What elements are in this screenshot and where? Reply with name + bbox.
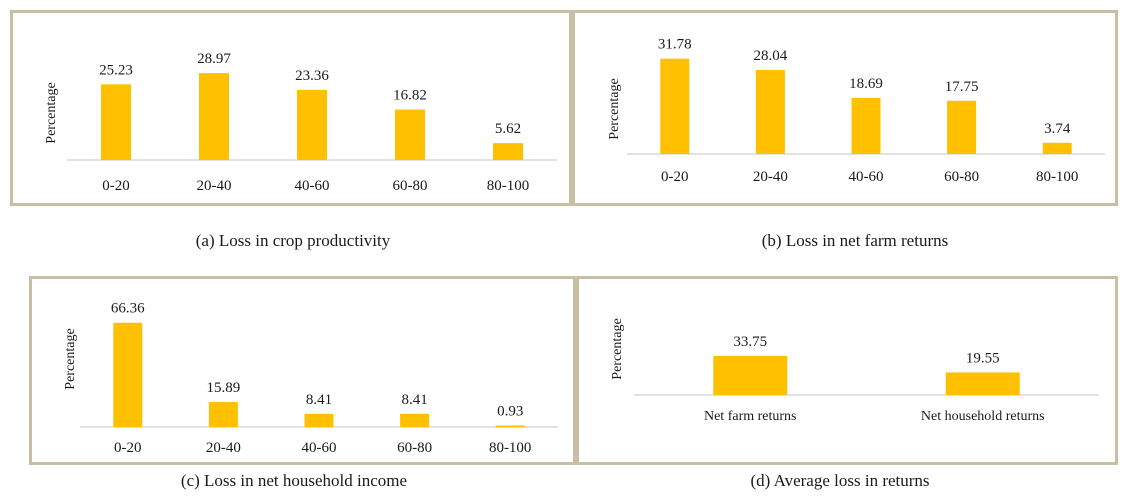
bar (495, 425, 525, 427)
data-label: 31.78 (658, 37, 692, 53)
data-label: 3.74 (1044, 121, 1071, 137)
data-label: 16.82 (393, 88, 427, 104)
x-tick-label: Net farm returns (704, 409, 797, 424)
bar (101, 84, 131, 160)
x-tick-label: 20-40 (753, 169, 788, 185)
bar (395, 109, 425, 160)
data-label: 23.36 (295, 68, 329, 84)
data-label: 8.41 (401, 392, 427, 408)
bar (199, 73, 229, 160)
chart-b-svg: Percentage 31.78 0-20 28.04 20-40 18.69 40-60 1… (607, 37, 1105, 185)
x-tick-label: 80-100 (487, 178, 530, 194)
bar (113, 322, 143, 427)
bar (493, 143, 523, 160)
bar (400, 413, 430, 427)
caption-d: (d) Average loss in returns (750, 471, 930, 490)
data-label: 8.41 (306, 392, 332, 408)
caption-b: (b) Loss in net farm returns (761, 231, 949, 250)
x-tick-label: 60-80 (397, 440, 432, 456)
x-tick-label: 60-80 (944, 169, 979, 185)
data-label: 0.93 (497, 404, 523, 420)
chart-c-svg: Percentage 66.36 0-20 15.89 20-40 8.41 40-60 8.… (63, 301, 558, 456)
x-tick-label: 0-20 (102, 178, 130, 194)
x-tick-label: 80-100 (1036, 169, 1079, 185)
bar (660, 58, 690, 154)
data-label: 17.75 (945, 79, 979, 95)
bar (208, 402, 238, 427)
chart-panel-d: Percentage 33.75 Net farm returns 19.55 Net … (576, 276, 1118, 465)
data-label: 28.04 (754, 48, 788, 64)
x-tick-label: 0-20 (661, 169, 689, 185)
x-tick-label: 20-40 (197, 178, 232, 194)
y-axis-label: Percentage (44, 82, 59, 143)
bar (713, 356, 788, 395)
data-label: 33.75 (733, 334, 767, 350)
data-label: 25.23 (99, 62, 133, 78)
data-label: 28.97 (197, 51, 231, 67)
x-tick-label: 40-60 (295, 178, 330, 194)
x-tick-label: 20-40 (206, 440, 241, 456)
caption-c: (c) Loss in net household income (180, 471, 408, 490)
x-tick-label: Net household returns (921, 409, 1045, 424)
x-tick-label: 40-60 (849, 169, 884, 185)
chart-panel-a: Percentage 25.23 0-20 28.97 20-40 23.36 40-60 1… (10, 10, 572, 206)
y-axis-label: Percentage (607, 78, 622, 139)
data-label: 66.36 (111, 301, 145, 317)
bar (1042, 142, 1072, 154)
x-tick-label: 0-20 (114, 440, 142, 456)
bar (755, 69, 785, 154)
chart-d-svg: Percentage 33.75 Net farm returns 19.55 Net … (610, 318, 1099, 424)
chart-panel-c: Percentage 66.36 0-20 15.89 20-40 8.41 40-60 8.… (29, 276, 576, 465)
data-label: 5.62 (495, 121, 521, 137)
bar (297, 89, 327, 160)
x-tick-label: 40-60 (302, 440, 337, 456)
x-tick-label: 60-80 (393, 178, 428, 194)
bar (851, 97, 881, 154)
bar (947, 100, 977, 154)
caption-a: (a) Loss in crop productivity (195, 231, 391, 250)
y-axis-label: Percentage (63, 328, 78, 389)
chart-panel-b: Percentage 31.78 0-20 28.04 20-40 18.69 40-60 1… (572, 10, 1118, 206)
x-tick-label: 80-100 (489, 440, 532, 456)
bar (304, 413, 334, 427)
data-label: 15.89 (207, 380, 241, 396)
data-label: 18.69 (849, 76, 883, 92)
data-label: 19.55 (966, 350, 1000, 366)
y-axis-label: Percentage (610, 318, 625, 379)
chart-a-svg: Percentage 25.23 0-20 28.97 20-40 23.36 40-60 1… (44, 51, 557, 194)
bar (945, 372, 1020, 395)
